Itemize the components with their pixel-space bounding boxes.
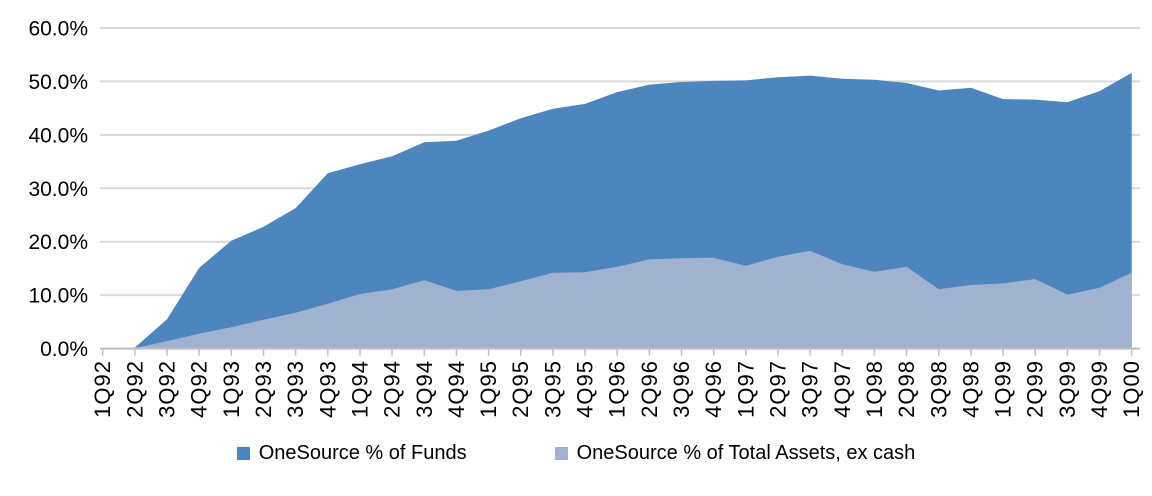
x-axis-label: 3Q95 — [540, 360, 565, 418]
y-axis-label: 60.0% — [28, 18, 88, 41]
x-axis-label: 2Q96 — [637, 360, 662, 418]
x-axis-label: 2Q99 — [1023, 360, 1048, 418]
plot-area: 0.0% 10.0% 20.0% 30.0% 40.0% 50.0% 60.0% 1Q92 2Q… — [28, 18, 1144, 418]
legend-label-funds: OneSource % of Funds — [258, 442, 467, 464]
x-axis-label: 4Q94 — [444, 360, 469, 418]
x-axis-label: 3Q96 — [669, 360, 694, 418]
legend-item-funds: OneSource % of Funds — [236, 441, 467, 465]
x-axis-label: 4Q92 — [187, 360, 212, 418]
x-axis-label: 2Q94 — [380, 360, 405, 418]
legend-item-assets: OneSource % of Total Assets, ex cash — [554, 441, 916, 465]
x-axis-label: 2Q98 — [894, 360, 919, 418]
x-axis-label: 3Q93 — [283, 360, 308, 418]
x-axis-label: 2Q92 — [122, 360, 147, 418]
y-axis-label: 20.0% — [28, 231, 88, 254]
x-axis-label: 1Q96 — [605, 360, 630, 418]
x-axis-label: 4Q98 — [958, 360, 983, 418]
x-axis-label: 2Q95 — [508, 360, 533, 418]
legend-swatch-assets-icon — [554, 446, 568, 460]
y-axis-label: 10.0% — [28, 285, 88, 308]
x-axis-label: 1Q92 — [90, 360, 115, 418]
x-axis-label: 1Q00 — [1119, 360, 1144, 418]
chart-legend: OneSource % of Funds OneSource % of Tota… — [0, 441, 1152, 465]
legend-label-assets: OneSource % of Total Assets, ex cash — [576, 442, 916, 464]
x-axis-label: 1Q95 — [476, 360, 501, 418]
series-area-assets — [102, 250, 1132, 349]
x-axis-label: 3Q94 — [412, 360, 437, 418]
x-axis-label: 2Q93 — [251, 360, 276, 418]
x-axis-label: 3Q99 — [1055, 360, 1080, 418]
x-axis-label: 3Q92 — [155, 360, 180, 418]
x-axis-label: 3Q97 — [798, 360, 823, 418]
x-axis-label: 1Q97 — [733, 360, 758, 418]
y-axis-label: 40.0% — [28, 124, 88, 147]
x-axis-label: 1Q98 — [862, 360, 887, 418]
x-axis-label: 4Q97 — [830, 360, 855, 418]
x-axis-label: 4Q93 — [315, 360, 340, 418]
y-axis-label: 50.0% — [28, 71, 88, 94]
x-axis-label: 1Q94 — [347, 360, 372, 418]
x-axis-label: 3Q98 — [926, 360, 951, 418]
y-axis-label: 0.0% — [40, 338, 88, 361]
x-axis-label: 4Q95 — [573, 360, 598, 418]
x-axis-label: 1Q93 — [219, 360, 244, 418]
x-axis-label: 2Q97 — [765, 360, 790, 418]
x-axis-label: 4Q99 — [1087, 360, 1112, 418]
y-axis-label: 30.0% — [28, 178, 88, 201]
legend-swatch-funds-icon — [236, 446, 250, 460]
x-axis-label: 1Q99 — [991, 360, 1016, 418]
x-axis-label: 4Q96 — [701, 360, 726, 418]
